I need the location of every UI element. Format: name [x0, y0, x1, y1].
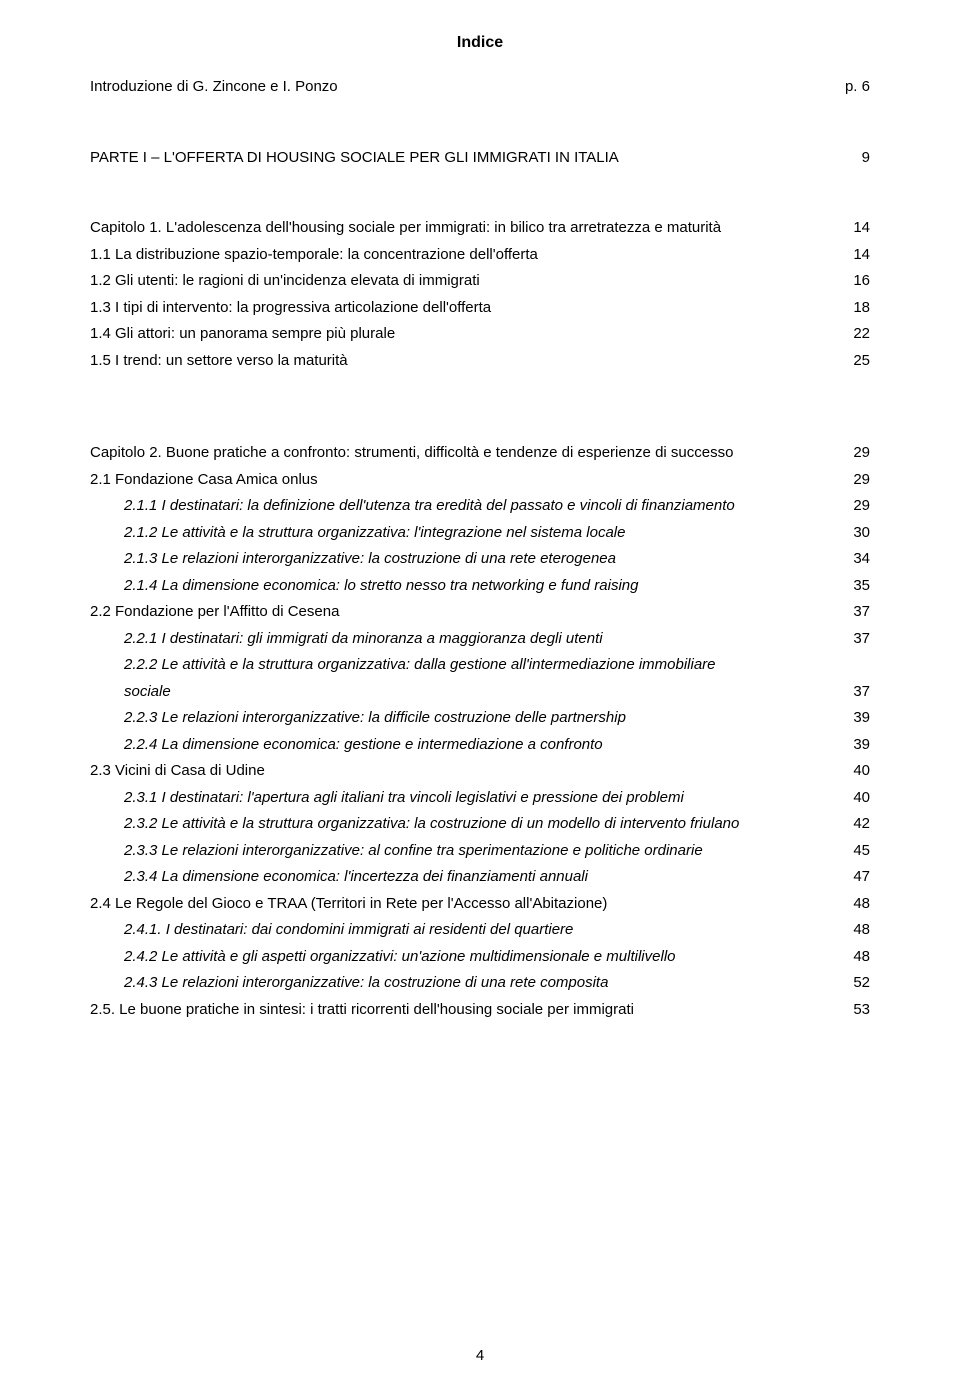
toc-entry-label: 2.2.4 La dimensione economica: gestione …: [90, 734, 840, 757]
toc-entry-label: 2.4 Le Regole del Gioco e TRAA (Territor…: [90, 893, 840, 916]
toc-ch2-s241: 2.4.1. I destinatari: dai condomini immi…: [90, 919, 870, 942]
page-number-footer: 4: [0, 1347, 960, 1364]
toc-ch1-s4: 1.4 Gli attori: un panorama sempre più p…: [90, 323, 870, 346]
toc-ch2-s243: 2.4.3 Le relazioni interorganizzative: l…: [90, 972, 870, 995]
toc-part1-page: 9: [840, 147, 870, 170]
toc-ch2-s234: 2.3.4 La dimensione economica: l'incerte…: [90, 866, 870, 889]
toc-ch2-s24: 2.4 Le Regole del Gioco e TRAA (Territor…: [90, 893, 870, 916]
toc-ch2-s214: 2.1.4 La dimensione economica: lo strett…: [90, 575, 870, 598]
toc-entry-label: 2.2.3 Le relazioni interorganizzative: l…: [90, 707, 840, 730]
toc-ch1: Capitolo 1. L'adolescenza dell'housing s…: [90, 217, 870, 240]
toc-entry-label: sociale: [90, 681, 840, 704]
toc-entry-label: 2.3.1 I destinatari: l'apertura agli ita…: [90, 787, 840, 810]
toc-entry-label: 2.5. Le buone pratiche in sintesi: i tra…: [90, 999, 840, 1022]
toc-entry-label: 2.3.3 Le relazioni interorganizzative: a…: [90, 840, 840, 863]
toc-entry-page: 52: [840, 972, 870, 995]
toc-entry-page: 29: [840, 469, 870, 492]
toc-ch2-s23: 2.3 Vicini di Casa di Udine 40: [90, 760, 870, 783]
toc-entry-page: 47: [840, 866, 870, 889]
toc-intro: Introduzione di G. Zincone e I. Ponzo p.…: [90, 76, 870, 99]
toc-entry-page: 30: [840, 522, 870, 545]
toc-entry-label: 2.3.4 La dimensione economica: l'incerte…: [90, 866, 840, 889]
toc-ch2: Capitolo 2. Buone pratiche a confronto: …: [90, 442, 870, 465]
toc-entry-page: 37: [840, 601, 870, 624]
toc-entry-label: 2.1.4 La dimensione economica: lo strett…: [90, 575, 840, 598]
toc-entry-page: 14: [840, 244, 870, 267]
toc-entry-page: 35: [840, 575, 870, 598]
toc-ch2-label: Capitolo 2. Buone pratiche a confronto: …: [90, 442, 840, 465]
toc-entry-page: 29: [840, 495, 870, 518]
toc-ch2-s224: 2.2.4 La dimensione economica: gestione …: [90, 734, 870, 757]
toc-title: Indice: [90, 34, 870, 52]
toc-intro-label: Introduzione di G. Zincone e I. Ponzo: [90, 76, 840, 99]
toc-ch2-s22: 2.2 Fondazione per l'Affitto di Cesena 3…: [90, 601, 870, 624]
toc-ch2-s221: 2.2.1 I destinatari: gli immigrati da mi…: [90, 628, 870, 651]
toc-entry-page: 22: [840, 323, 870, 346]
toc-intro-page: p. 6: [840, 76, 870, 99]
toc-entry-label: 2.4.1. I destinatari: dai condomini immi…: [90, 919, 840, 942]
toc-entry-page: 42: [840, 813, 870, 836]
toc-entry-page: 39: [840, 734, 870, 757]
toc-ch2-s242: 2.4.2 Le attività e gli aspetti organizz…: [90, 946, 870, 969]
toc-entry-label: 2.2.2 Le attività e la struttura organiz…: [90, 654, 840, 677]
toc-ch2-s223: 2.2.3 Le relazioni interorganizzative: l…: [90, 707, 870, 730]
toc-part1: PARTE I – L'OFFERTA DI HOUSING SOCIALE P…: [90, 147, 870, 170]
toc-ch2-s231: 2.3.1 I destinatari: l'apertura agli ita…: [90, 787, 870, 810]
toc-entry-page: 37: [840, 628, 870, 651]
toc-ch2-s232: 2.3.2 Le attività e la struttura organiz…: [90, 813, 870, 836]
page: Indice Introduzione di G. Zincone e I. P…: [0, 0, 960, 1392]
toc-entry-label: 2.4.3 Le relazioni interorganizzative: l…: [90, 972, 840, 995]
toc-entry-page: 53: [840, 999, 870, 1022]
toc-ch2-s222b: sociale 37: [90, 681, 870, 704]
toc-entry-label: 1.5 I trend: un settore verso la maturit…: [90, 350, 840, 373]
toc-ch2-s211: 2.1.1 I destinatari: la definizione dell…: [90, 495, 870, 518]
toc-ch1-s3: 1.3 I tipi di intervento: la progressiva…: [90, 297, 870, 320]
toc-entry-label: 1.3 I tipi di intervento: la progressiva…: [90, 297, 840, 320]
toc-ch2-page: 29: [840, 442, 870, 465]
toc-entry-page: 48: [840, 893, 870, 916]
toc-entry-label: 2.3 Vicini di Casa di Udine: [90, 760, 840, 783]
toc-ch2-s233: 2.3.3 Le relazioni interorganizzative: a…: [90, 840, 870, 863]
toc-entry-page: 45: [840, 840, 870, 863]
toc-entry-page: 48: [840, 919, 870, 942]
toc-entry-page: 16: [840, 270, 870, 293]
toc-ch1-label: Capitolo 1. L'adolescenza dell'housing s…: [90, 217, 840, 240]
toc-entry-label: 1.4 Gli attori: un panorama sempre più p…: [90, 323, 840, 346]
toc-part1-label: PARTE I – L'OFFERTA DI HOUSING SOCIALE P…: [90, 147, 840, 170]
toc-entry-page: 37: [840, 681, 870, 704]
toc-entry-page: 39: [840, 707, 870, 730]
toc-ch2-s25: 2.5. Le buone pratiche in sintesi: i tra…: [90, 999, 870, 1022]
toc-entry-label: 2.4.2 Le attività e gli aspetti organizz…: [90, 946, 840, 969]
toc-ch1-s1: 1.1 La distribuzione spazio-temporale: l…: [90, 244, 870, 267]
toc-entry-label: 2.1.3 Le relazioni interorganizzative: l…: [90, 548, 840, 571]
toc-entry-label: 2.3.2 Le attività e la struttura organiz…: [90, 813, 840, 836]
toc-entry-label: 1.1 La distribuzione spazio-temporale: l…: [90, 244, 840, 267]
toc-ch2-s213: 2.1.3 Le relazioni interorganizzative: l…: [90, 548, 870, 571]
toc-entry-label: 2.2 Fondazione per l'Affitto di Cesena: [90, 601, 840, 624]
toc-entry-page: 48: [840, 946, 870, 969]
toc-entry-label: 2.1 Fondazione Casa Amica onlus: [90, 469, 840, 492]
toc-ch2-s212: 2.1.2 Le attività e la struttura organiz…: [90, 522, 870, 545]
toc-entry-page: 18: [840, 297, 870, 320]
toc-entry-page: 34: [840, 548, 870, 571]
toc-entry-page: 25: [840, 350, 870, 373]
toc-entry-label: 2.1.1 I destinatari: la definizione dell…: [90, 495, 840, 518]
toc-entry-page: 40: [840, 787, 870, 810]
toc-ch2-s222a: 2.2.2 Le attività e la struttura organiz…: [90, 654, 870, 677]
toc-entry-label: 2.2.1 I destinatari: gli immigrati da mi…: [90, 628, 840, 651]
toc-ch1-s2: 1.2 Gli utenti: le ragioni di un'inciden…: [90, 270, 870, 293]
toc-entry-label: 2.1.2 Le attività e la struttura organiz…: [90, 522, 840, 545]
toc-ch1-s5: 1.5 I trend: un settore verso la maturit…: [90, 350, 870, 373]
toc-ch1-page: 14: [840, 217, 870, 240]
toc-entry-label: 1.2 Gli utenti: le ragioni di un'inciden…: [90, 270, 840, 293]
toc-ch2-s21: 2.1 Fondazione Casa Amica onlus 29: [90, 469, 870, 492]
toc-entry-page: 40: [840, 760, 870, 783]
